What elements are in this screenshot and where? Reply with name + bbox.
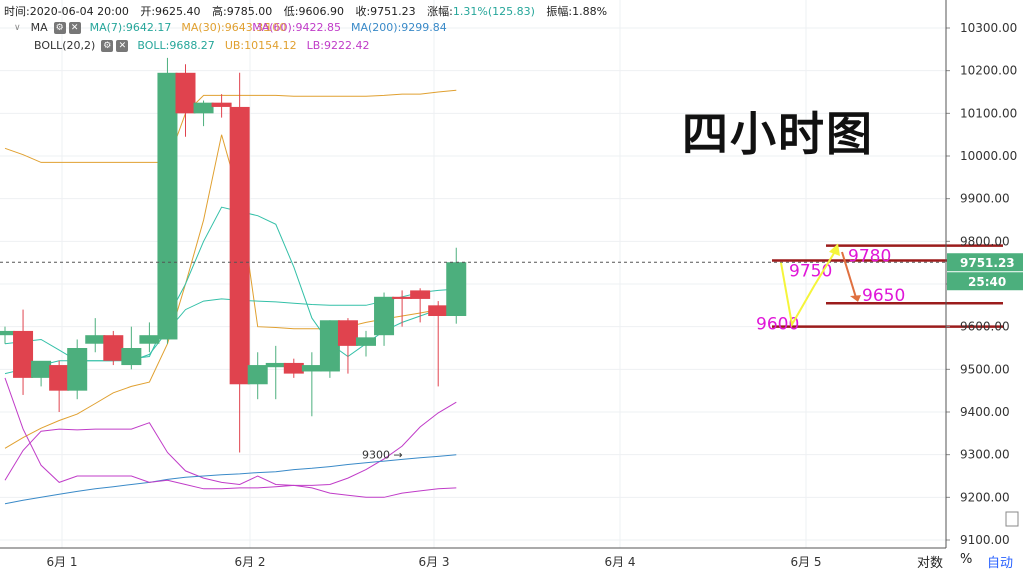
ma7-value: MA(7):9642.17 [89,21,172,34]
indicator-line-ma200 [4,454,457,505]
chart-overlay-title: 四小时图 [682,107,874,161]
boll-mid-value: BOLL:9688.27 [137,39,215,52]
y-tick-label: 10200.00 [960,64,1017,78]
x-tick-label: 6月 2 [234,555,265,569]
close-label: 收:9751.23 [355,5,416,18]
close-icon[interactable]: ✕ [68,21,81,34]
open-label: 开:9625.40 [140,5,201,18]
boll-lb-value: LB:9222.42 [306,39,370,52]
candle-body [211,102,232,107]
candle-body [283,362,304,374]
percent-scale-toggle[interactable]: % [960,552,973,567]
candle-body [337,320,358,346]
low-label: 低:9606.90 [283,5,344,18]
candle-body [175,72,196,114]
candle-body [374,296,395,336]
candle-body [0,330,15,336]
projection-arrow-down [841,251,857,298]
candle-body [265,362,286,368]
settings-icon[interactable]: ⚙ [53,21,66,34]
x-tick-label: 6月 3 [418,555,449,569]
y-tick-label: 9100.00 [960,533,1010,547]
settings-icon[interactable]: ⚙ [101,39,114,52]
y-tick-label: 10000.00 [960,149,1017,163]
candle-body [67,348,88,391]
x-tick-label: 6月 5 [790,555,821,569]
scale-settings-icon [1005,511,1019,527]
y-tick-label: 10100.00 [960,106,1017,120]
change-label: 涨幅:1.31%(125.83) [427,5,535,18]
candle-body [356,337,376,346]
ma-indicator-row: ∨ MA ⚙ ✕ MA(7):9642.17 MA(30):9643.35 10… [14,21,457,34]
candle-body [121,348,142,366]
key-level-label: 9600 [756,315,799,335]
ohlc-header: 时间:2020-06-04 20:00 开:9625.40 高:9785.00 … [4,3,615,19]
candles [0,57,467,453]
candle-body [85,335,106,344]
ma30-overlap-digits: 100 [265,21,287,34]
last-price-tag [947,253,1023,272]
collapse-chevron-icon[interactable]: ∨ [14,22,21,33]
ma200-value: MA(200):9299.84 [351,21,447,34]
y-tick-label: 9200.00 [960,490,1010,504]
y-tick-label: 9800.00 [960,234,1010,248]
ma60-value: MA(60):9422.85 [252,21,341,34]
boll-indicator-name: BOLL(20,2) [34,39,96,52]
close-icon[interactable]: ✕ [116,39,129,52]
candle-body [410,290,431,299]
indicator-line-ub [4,89,457,163]
countdown-tag [947,272,1023,291]
indicator-line-ma60 [4,401,457,486]
y-tick-label: 9400.00 [960,405,1010,419]
y-tick-label: 9300.00 [960,448,1010,462]
boll-indicator-row: BOLL(20,2) ⚙ ✕ BOLL:9688.27 UB:10154.12 … [34,39,379,52]
candle-body [229,106,250,385]
candle-body [301,365,322,372]
y-tick-label: 9900.00 [960,192,1010,206]
price-axis: 9100.00 9200.00 9300.00 9400.00 9500.00 9600.… [0,0,1023,549]
candle-body [428,305,449,316]
key-level-label: 9750 [789,262,832,282]
candle-body [392,296,413,299]
projection-arrow-up [780,249,837,328]
time-label: 时间:2020-06-04 20:00 [4,5,129,18]
candle-body [31,360,52,378]
candle-body [157,72,178,340]
log-scale-toggle[interactable]: 对数 [917,556,944,571]
y-tick-label: 9500.00 [960,362,1010,376]
x-tick-label: 6月 4 [604,555,635,569]
auto-scale-toggle[interactable]: 自动 [987,556,1014,571]
candle-body [49,365,70,391]
last-price-value: 9751.23 [960,256,1015,270]
candle-body [139,335,160,344]
arrowhead-icon [829,243,840,256]
indicator-line-lb [4,377,457,498]
y-tick-label: 10300.00 [960,21,1017,35]
key-level-label: 9650 [862,286,905,306]
annotation-overlay: 9300 → 9780 9750 9650 9600 [0,243,1003,462]
ma-indicator-name: MA [30,21,48,34]
time-axis: 6月 1 6月 2 6月 3 6月 4 6月 5 [46,555,821,569]
candle-body [103,335,124,361]
high-label: 高:9785.00 [212,5,273,18]
ma30-value: MA(30):9643.35 [181,21,271,34]
low-price-marker: 9300 → [362,449,403,462]
amplitude-label: 振幅:1.88% [546,5,608,18]
candle-body [319,320,340,372]
candle-body [193,102,214,114]
countdown-value: 25:40 [968,275,1006,289]
key-level-label: 9780 [848,247,891,267]
candle-body [446,262,467,316]
arrowhead-icon [850,295,861,302]
candle-body [247,365,268,385]
boll-ub-value: UB:10154.12 [224,39,297,52]
candle-body [13,330,34,378]
y-tick-label: 9600.00 [960,320,1010,334]
x-tick-label: 6月 1 [46,555,77,569]
